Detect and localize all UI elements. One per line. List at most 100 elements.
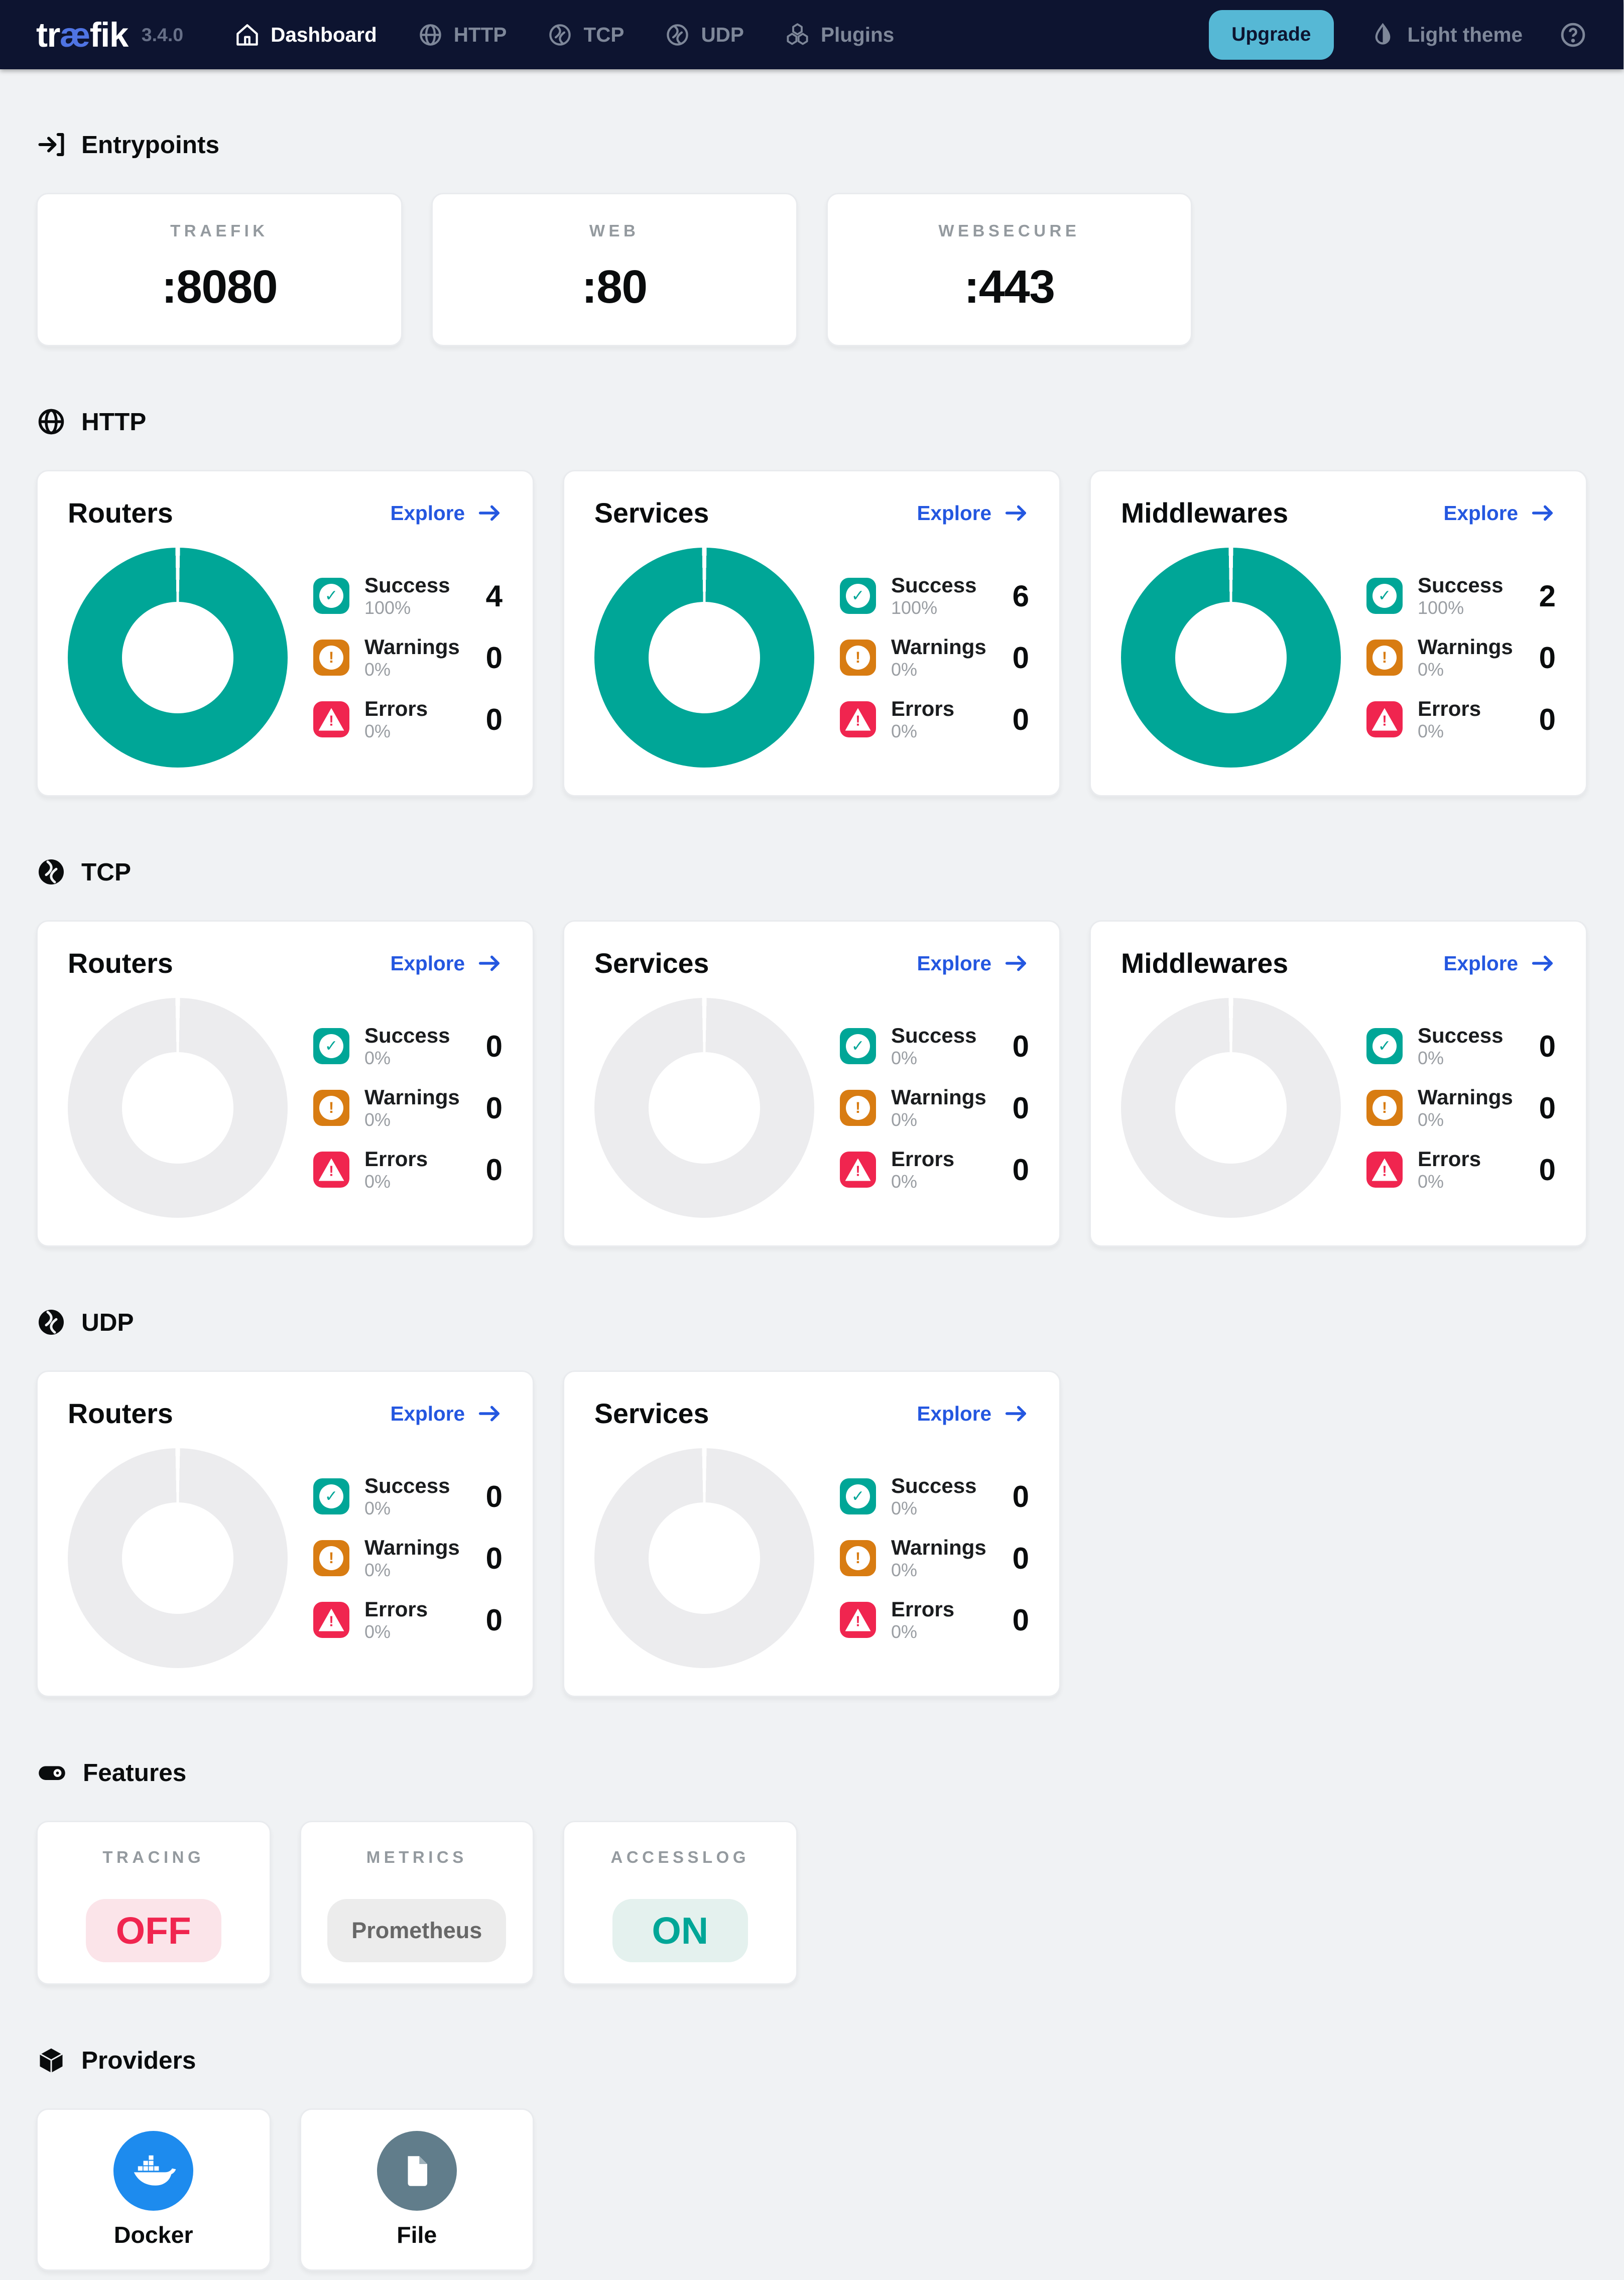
success-icon	[313, 1028, 349, 1064]
error-icon	[1366, 701, 1403, 737]
entrypoint-name: WEBSECURE	[938, 221, 1080, 240]
card-title: Routers	[68, 948, 173, 979]
theme-toggle[interactable]: Light theme	[1370, 22, 1523, 48]
legend-value: 0	[1539, 1153, 1556, 1187]
nav-label: UDP	[701, 23, 744, 46]
section-title: UDP	[81, 1308, 134, 1336]
legend-pct: 0%	[891, 1560, 918, 1580]
entrypoint-name: WEB	[589, 221, 640, 240]
legend-value: 2	[1539, 579, 1556, 613]
legend-value: 0	[485, 1029, 503, 1063]
nav-item-tcp[interactable]: TCP	[547, 22, 624, 48]
nav-item-plugins[interactable]: Plugins	[785, 22, 894, 48]
legend-pct: 0%	[364, 721, 391, 741]
version-label: 3.4.0	[141, 24, 184, 45]
explore-link[interactable]: Explore	[1443, 501, 1556, 525]
help-icon[interactable]	[1559, 21, 1587, 49]
explore-label: Explore	[1443, 951, 1518, 975]
legend-value: 0	[1012, 702, 1029, 736]
legend-label: Errors	[891, 1597, 955, 1621]
tcp-header: TCP	[36, 857, 1587, 887]
warning-icon	[313, 640, 349, 676]
legend-value: 0	[1012, 1153, 1029, 1187]
nav-item-udp[interactable]: UDP	[665, 22, 744, 48]
legend-label: Success	[364, 1474, 450, 1497]
explore-label: Explore	[390, 501, 465, 525]
navbar: træfik 3.4.0 Dashboard HTTP TCP UDP Plug…	[0, 0, 1623, 69]
legend-pct: 100%	[1418, 597, 1464, 618]
legend-label: Success	[891, 1474, 977, 1497]
explore-link[interactable]: Explore	[390, 501, 503, 525]
donut-chart	[1121, 548, 1341, 768]
legend-label: Errors	[364, 1597, 428, 1621]
legend-value: 0	[485, 1153, 503, 1187]
upgrade-button[interactable]: Upgrade	[1209, 10, 1334, 60]
section-title: Providers	[81, 2046, 196, 2074]
main-nav: Dashboard HTTP TCP UDP Plugins	[234, 22, 894, 48]
feature-status-badge: ON	[612, 1899, 748, 1962]
feature-status-badge: Prometheus	[327, 1899, 507, 1962]
warning-icon	[313, 1090, 349, 1126]
traefik-logo: træfik	[36, 15, 129, 55]
feature-card-metrics: METRICS Prometheus	[299, 1821, 534, 1985]
error-icon	[313, 1602, 349, 1638]
card-title: Routers	[68, 497, 173, 529]
provider-name: File	[397, 2222, 437, 2248]
feature-card-tracing: TRACING OFF	[36, 1821, 271, 1985]
nav-item-dashboard[interactable]: Dashboard	[234, 22, 377, 48]
warning-icon	[840, 1540, 876, 1576]
explore-label: Explore	[917, 1402, 991, 1425]
legend-label: Errors	[364, 697, 428, 720]
legend-value: 6	[1012, 579, 1029, 613]
legend-label: Errors	[1418, 1147, 1481, 1171]
explore-label: Explore	[1443, 501, 1518, 525]
entrypoint-port: :80	[581, 261, 648, 313]
legend-value: 0	[1539, 641, 1556, 675]
legend-value: 0	[485, 702, 503, 736]
legend-value: 0	[1012, 1603, 1029, 1637]
explore-link[interactable]: Explore	[917, 501, 1029, 525]
proxy-ball-icon	[39, 1310, 64, 1335]
legend-label: Errors	[364, 1147, 428, 1171]
legend-pct: 0%	[1418, 1109, 1444, 1130]
error-icon	[840, 1602, 876, 1638]
entrypoint-name: TRAEFIK	[170, 221, 269, 240]
proxy-ball-icon	[549, 24, 571, 46]
legend-pct: 0%	[1418, 1048, 1444, 1068]
entrypoint-card-traefik: TRAEFIK :8080	[36, 193, 403, 346]
explore-link[interactable]: Explore	[917, 952, 1029, 975]
arrow-right-icon	[1005, 955, 1027, 971]
explore-link[interactable]: Explore	[917, 1402, 1029, 1426]
explore-link[interactable]: Explore	[1443, 952, 1556, 975]
legend-label: Success	[364, 573, 450, 597]
explore-link[interactable]: Explore	[390, 1402, 503, 1426]
section-providers: Providers Docker File	[36, 2045, 1587, 2271]
legend-pct: 0%	[1418, 1171, 1444, 1192]
legend-value: 0	[1012, 1029, 1029, 1063]
nav-item-http[interactable]: HTTP	[418, 22, 507, 48]
feature-status-badge: OFF	[85, 1899, 221, 1962]
legend-pct: 0%	[891, 1048, 918, 1068]
explore-link[interactable]: Explore	[390, 952, 503, 975]
navbar-right: Upgrade Light theme	[1209, 10, 1587, 60]
legend-label: Warnings	[364, 1536, 460, 1559]
explore-label: Explore	[917, 501, 991, 525]
legend-label: Errors	[1418, 697, 1481, 720]
arrow-right-icon	[1532, 955, 1553, 971]
